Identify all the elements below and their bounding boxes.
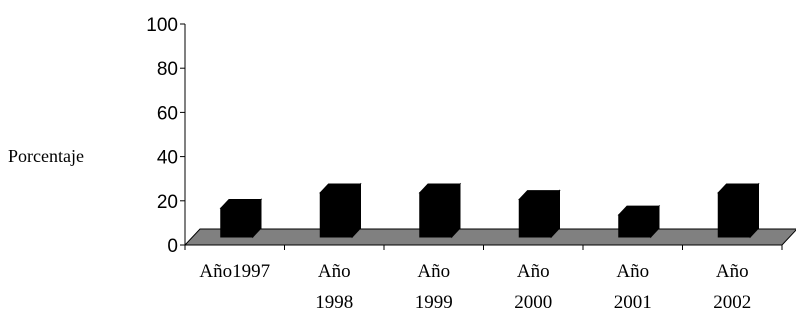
x-tick-label: Año1997 <box>199 261 270 282</box>
y-tick-label: 100 <box>146 15 178 36</box>
y-tick-label: 80 <box>157 59 178 80</box>
x-tick-label: Año <box>417 261 450 282</box>
bar <box>617 204 661 239</box>
x-tick-label: 2001 <box>614 292 652 313</box>
bar-front <box>717 192 751 238</box>
bar <box>717 182 760 239</box>
bar <box>518 189 561 239</box>
bar-front <box>419 192 453 238</box>
y-axis-label: Porcentaje <box>8 146 84 166</box>
chart-floor <box>183 228 796 246</box>
x-tick-label: Año <box>318 261 351 282</box>
bar-front <box>319 192 353 238</box>
bar <box>219 198 263 239</box>
bar <box>418 182 462 239</box>
y-tick-label: 0 <box>167 236 178 257</box>
bar-front <box>618 214 652 238</box>
x-tick-label: Año <box>517 261 550 282</box>
y-tick-label: 60 <box>157 103 178 124</box>
x-tick-label: 1998 <box>315 292 353 313</box>
bar-front <box>220 207 254 238</box>
x-tick-label: Año <box>716 261 749 282</box>
y-tick-label: 20 <box>157 192 178 213</box>
x-tick-label: 2002 <box>713 292 751 313</box>
bar-front <box>518 198 552 238</box>
x-tick-label: 2000 <box>514 292 552 313</box>
x-tick-label: Año <box>616 261 649 282</box>
y-tick-label: 40 <box>157 148 178 169</box>
x-tick-label: 1999 <box>415 292 453 313</box>
bar <box>319 182 362 239</box>
